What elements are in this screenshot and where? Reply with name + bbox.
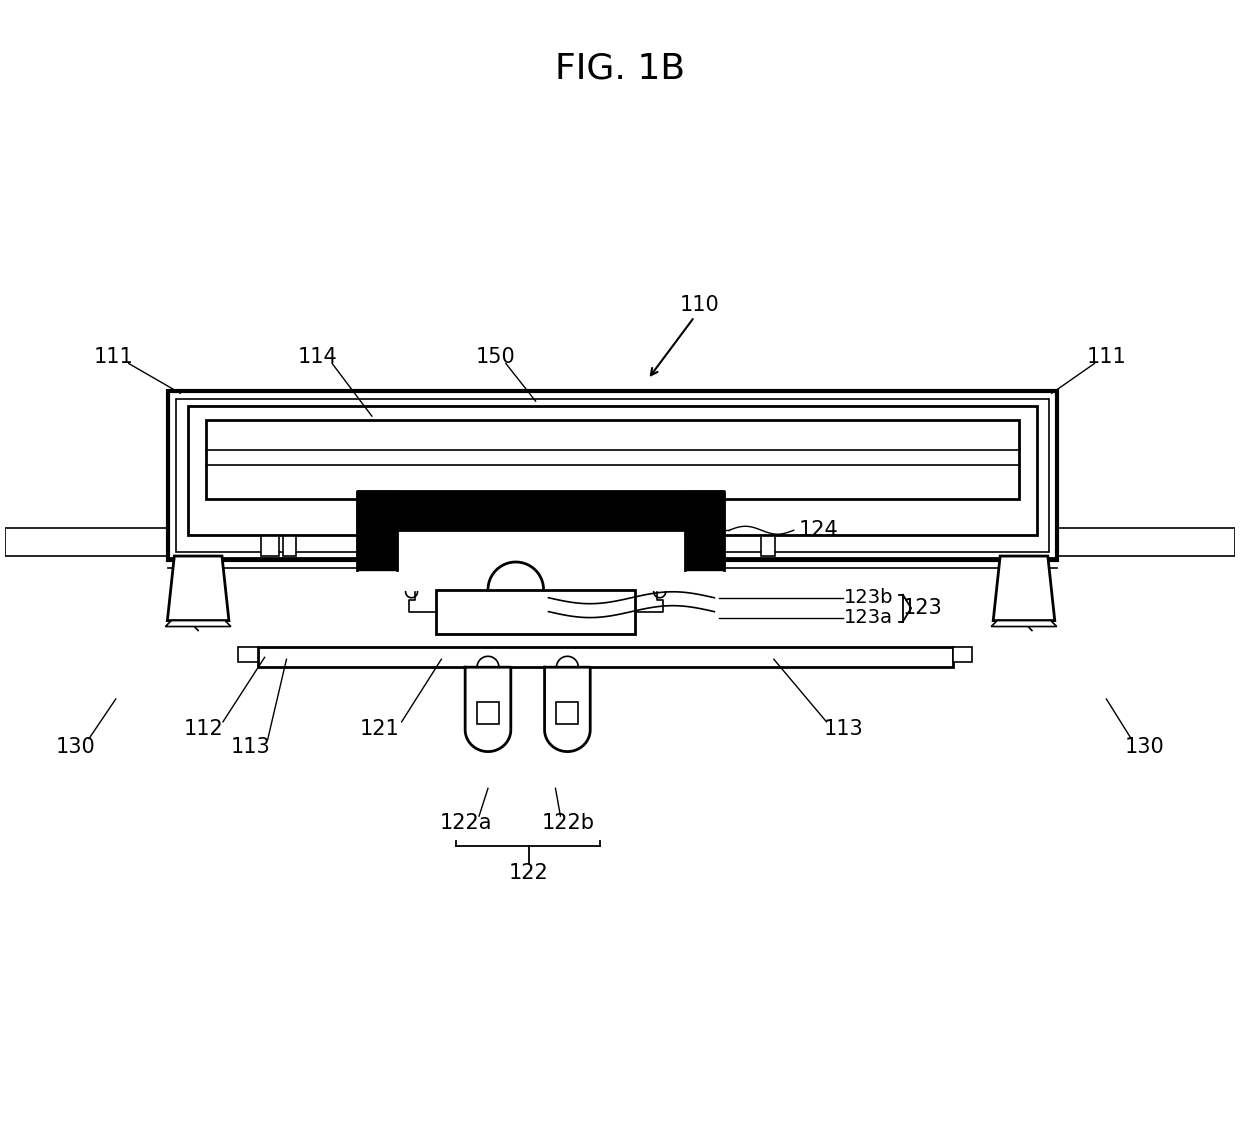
Text: 130: 130 [1125, 737, 1164, 757]
Bar [761, 537, 775, 556]
Bar [283, 537, 296, 556]
Text: 114: 114 [298, 346, 337, 367]
Text: 124: 124 [799, 520, 838, 540]
Polygon shape [357, 490, 397, 570]
Text: 123a: 123a [843, 609, 893, 627]
Bar [260, 537, 279, 556]
Text: 111: 111 [1086, 346, 1126, 367]
Bar [5, 529, 198, 556]
Text: 112: 112 [184, 719, 223, 739]
Text: 122: 122 [508, 863, 548, 883]
Text: 110: 110 [680, 295, 719, 315]
Text: 111: 111 [94, 346, 134, 367]
Polygon shape [684, 490, 724, 570]
Bar [1032, 529, 1235, 556]
Bar [176, 399, 1049, 552]
Text: 123b: 123b [843, 588, 893, 608]
Text: 113: 113 [231, 737, 270, 757]
Bar [258, 647, 952, 667]
Text: 122b: 122b [542, 813, 595, 832]
Text: 113: 113 [823, 719, 863, 739]
Polygon shape [167, 556, 229, 621]
Polygon shape [465, 667, 511, 752]
Polygon shape [993, 556, 1055, 621]
Text: 123: 123 [903, 597, 942, 618]
Text: 150: 150 [476, 346, 516, 367]
Bar [477, 702, 498, 723]
Text: 130: 130 [56, 737, 95, 757]
Polygon shape [397, 530, 684, 570]
Bar [188, 406, 1037, 536]
Polygon shape [544, 667, 590, 752]
Bar [436, 590, 635, 634]
Bar [557, 702, 578, 723]
Text: 121: 121 [360, 719, 399, 739]
Bar [169, 392, 1056, 560]
Bar [952, 647, 972, 663]
Text: FIG. 1B: FIG. 1B [556, 52, 684, 86]
Polygon shape [991, 621, 1056, 627]
Bar [206, 420, 1019, 500]
Text: 122a: 122a [440, 813, 492, 832]
Polygon shape [357, 490, 724, 530]
Polygon shape [165, 621, 231, 627]
Bar [238, 647, 258, 663]
